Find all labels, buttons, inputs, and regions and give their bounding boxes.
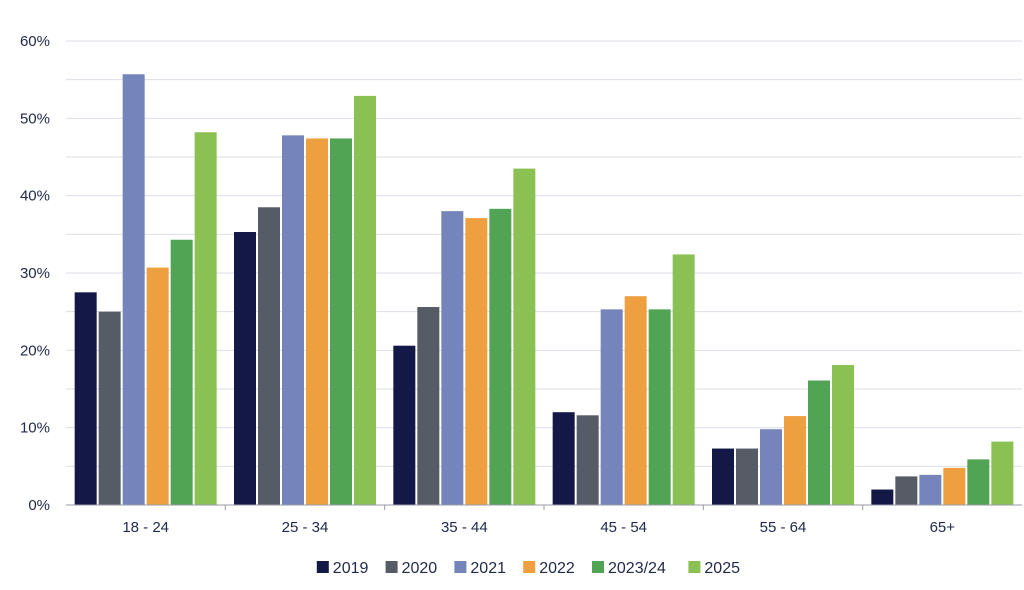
legend-swatch-2021 (454, 561, 467, 573)
bar-2022-25-34 (306, 138, 328, 505)
legend-label: 2021 (470, 560, 506, 577)
legend-swatch-2022 (523, 561, 536, 573)
legend-label: 2025 (704, 560, 740, 577)
bar-2022-35-44 (465, 218, 488, 506)
bar-2021-45-54 (600, 309, 623, 505)
x-tick-label: 35 - 44 (441, 519, 488, 536)
y-tick-label: 10% (20, 420, 50, 437)
bar-2019-25-34 (234, 232, 256, 505)
bar-2025-45-54 (672, 254, 695, 505)
bar-2019-55-64 (712, 448, 734, 505)
x-tick-label: 18 - 24 (122, 519, 169, 536)
y-tick-label: 60% (20, 33, 50, 50)
axes: 0% 10% 20% 30% 40% 50% 60% 18 - 24 25 - 34 35 - 4… (20, 33, 1022, 536)
legend-label: 2022 (539, 560, 575, 577)
bar-2020-18-24 (98, 311, 121, 505)
bar-2021-55-64 (760, 429, 782, 505)
bar-2019-18-24 (74, 292, 97, 505)
y-tick-label: 0% (28, 497, 50, 514)
bar-2023-24-18-24 (170, 239, 193, 505)
legend: 2019 2020 2021 2022 2023/24 2025 (316, 560, 740, 577)
bar-2020-65+ (895, 476, 918, 505)
bar-2019-65+ (871, 489, 894, 505)
bar-2022-45-54 (624, 296, 647, 505)
bar-2022-18-24 (146, 267, 169, 505)
bar-2023-24-65+ (967, 459, 990, 505)
bar-2022-55-64 (784, 416, 806, 505)
y-tick-label: 40% (20, 188, 50, 205)
bar-2023-24-55-64 (808, 380, 830, 505)
bar-2020-45-54 (576, 415, 599, 505)
legend-swatch-2023-24 (592, 561, 604, 573)
legend-label: 2019 (333, 560, 369, 577)
bar-2020-35-44 (417, 307, 440, 505)
x-tick-label: 45 - 54 (600, 519, 647, 536)
bar-2019-45-54 (552, 412, 575, 505)
bar-2019-35-44 (393, 345, 416, 505)
bar-2021-65+ (919, 474, 942, 505)
bar-2022-65+ (943, 467, 966, 505)
legend-label: 2023/24 (608, 560, 666, 577)
bar-2025-25-34 (354, 95, 376, 505)
x-tick-label: 65+ (930, 519, 956, 536)
x-tick-label: 25 - 34 (282, 519, 329, 536)
bar-2021-35-44 (441, 211, 464, 505)
bar-2020-25-34 (258, 207, 280, 505)
y-tick-label: 50% (20, 110, 50, 127)
x-tick-label: 55 - 64 (760, 519, 807, 536)
bar-2025-35-44 (513, 168, 536, 505)
legend-label: 2020 (402, 560, 438, 577)
bar-2023-24-35-44 (489, 208, 512, 505)
y-tick-label: 20% (20, 342, 50, 359)
y-tick-label: 30% (20, 265, 50, 282)
bar-2023-24-45-54 (648, 309, 671, 505)
bar-2021-25-34 (282, 135, 304, 505)
legend-swatch-2025 (688, 561, 701, 573)
bar-2021-18-24 (122, 74, 145, 506)
bar-2025-65+ (991, 441, 1014, 505)
bars (74, 74, 1014, 506)
legend-swatch-2019 (316, 561, 329, 573)
bar-2020-55-64 (736, 448, 758, 505)
gridlines (66, 40, 1022, 467)
legend-swatch-2020 (385, 561, 398, 573)
bar-2025-55-64 (832, 365, 854, 505)
bar-2023-24-25-34 (330, 138, 352, 505)
bar-2025-18-24 (194, 132, 217, 505)
